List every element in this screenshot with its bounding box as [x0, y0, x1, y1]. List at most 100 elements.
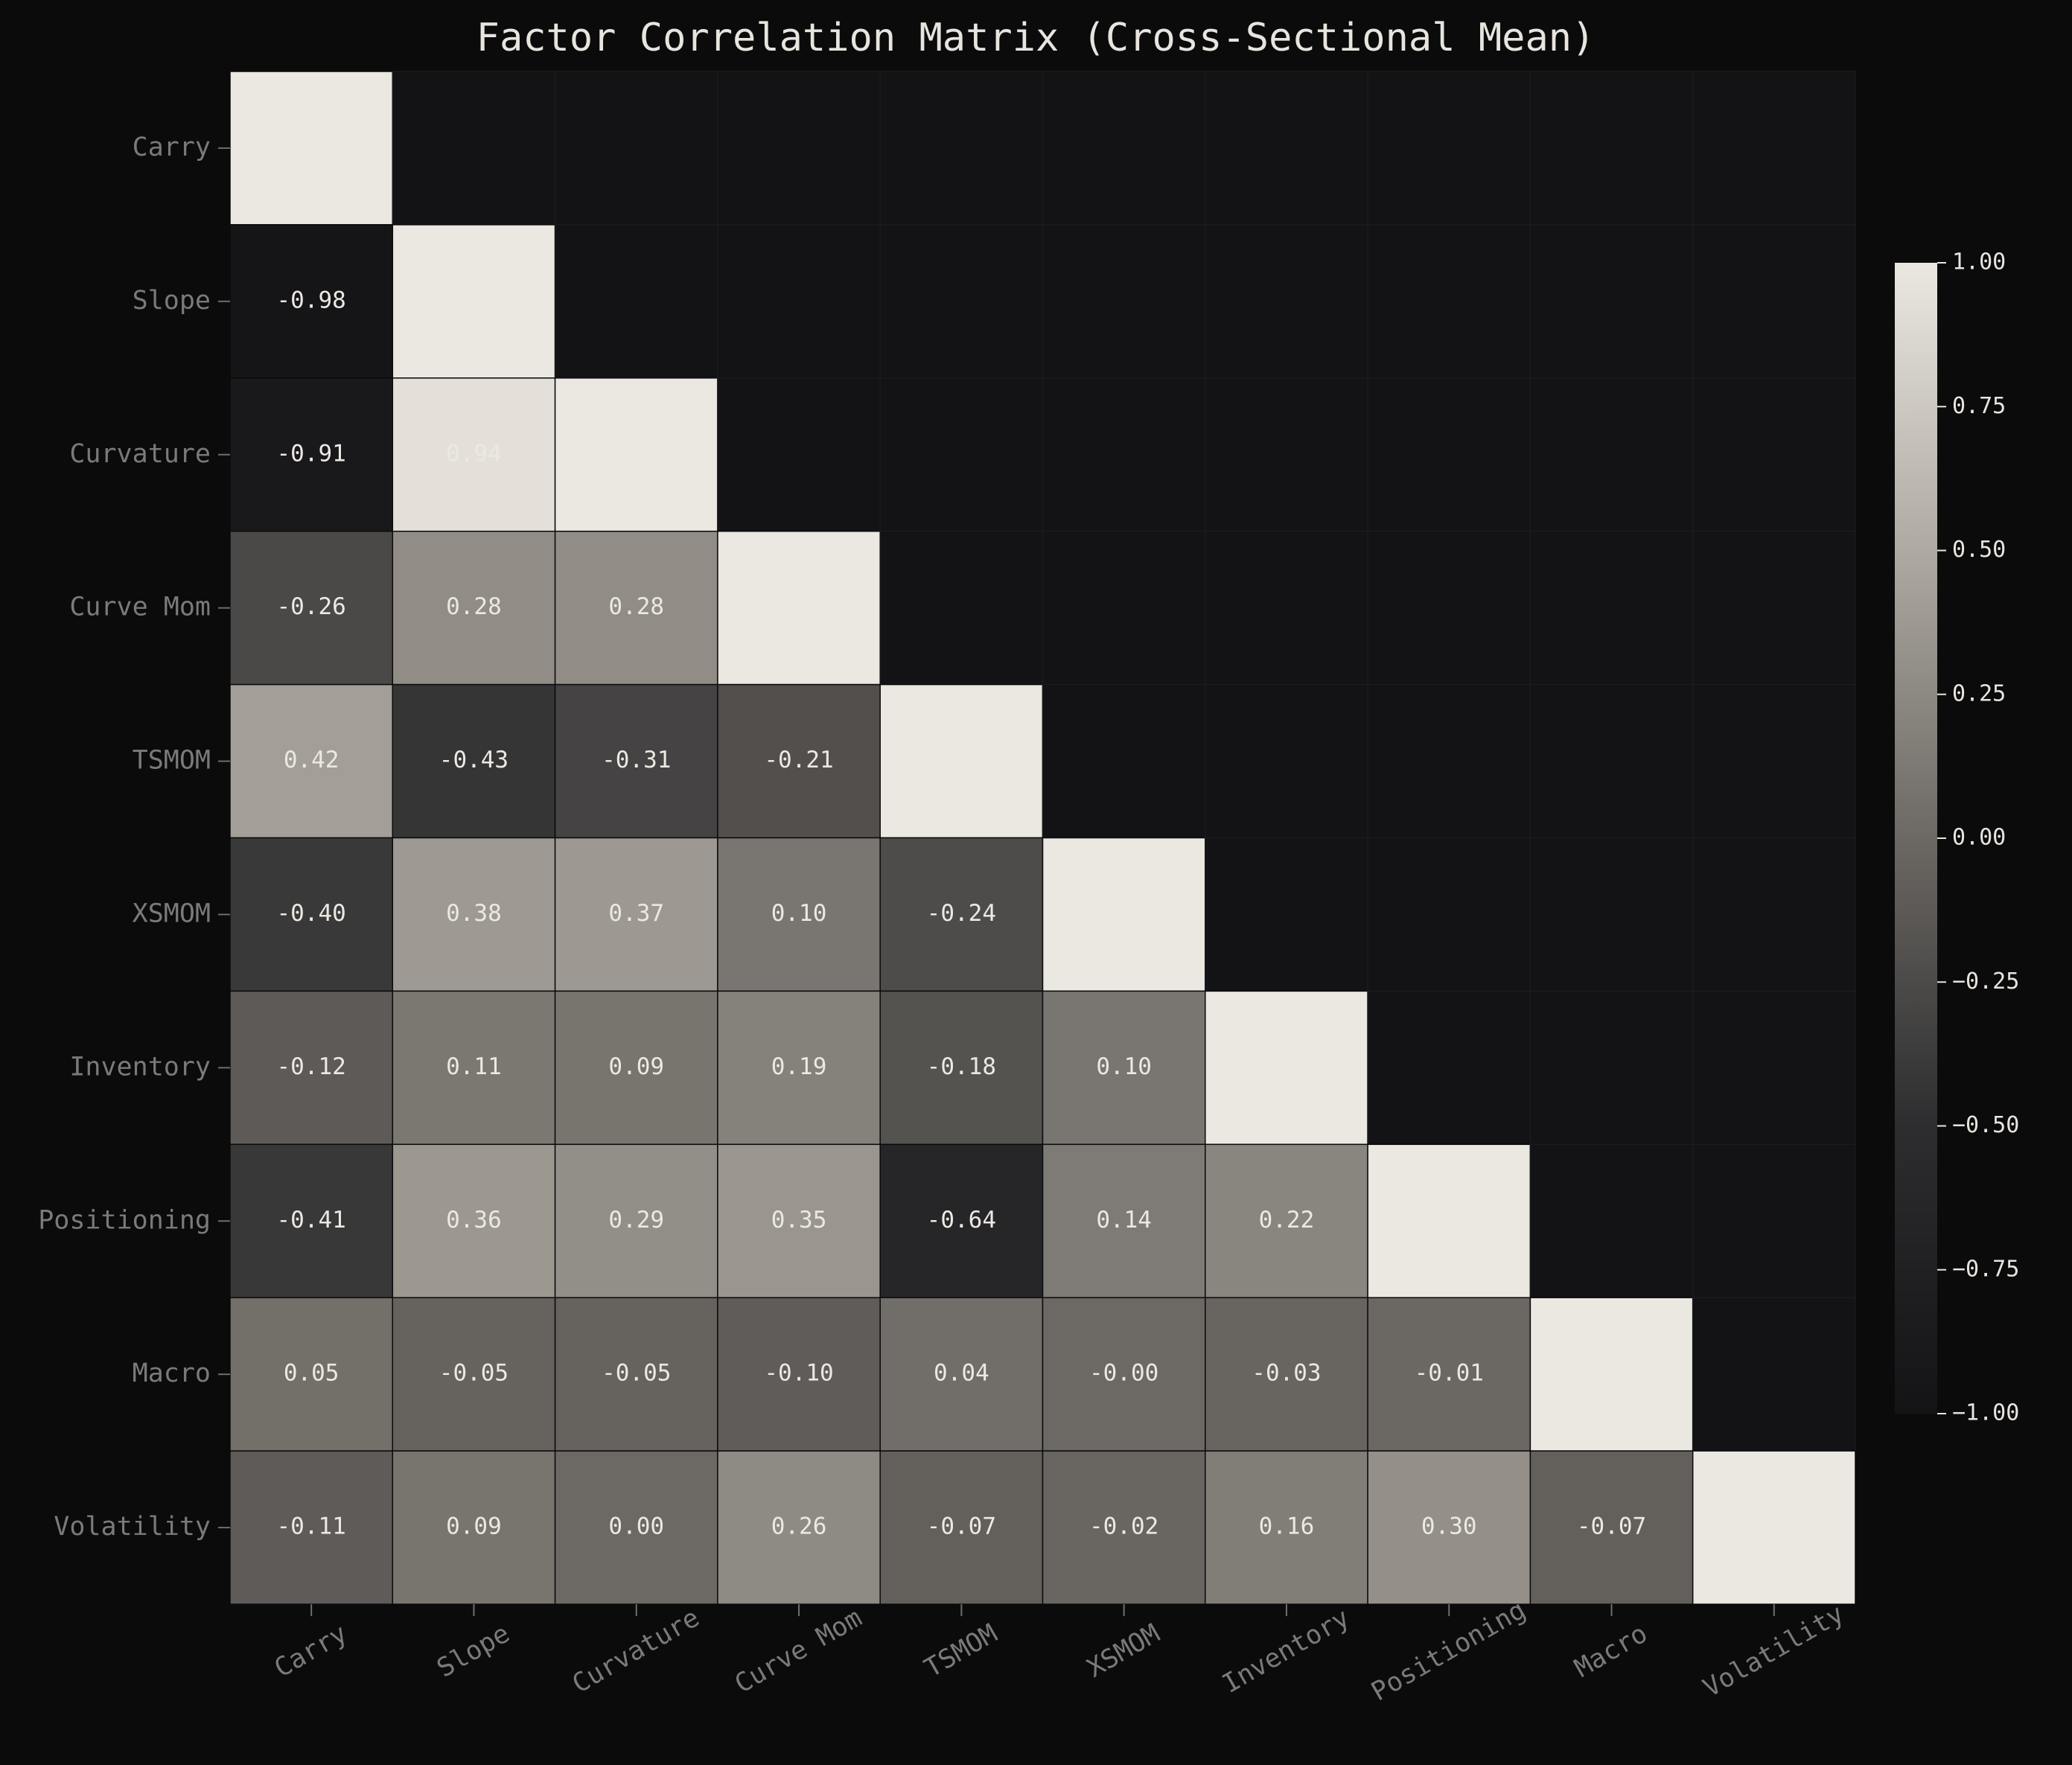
heatmap-cell	[229, 530, 394, 686]
masked-cell	[1692, 377, 1856, 532]
masked-cell	[1529, 990, 1694, 1146]
masked-cell	[392, 71, 556, 226]
heatmap-cell	[392, 683, 556, 839]
heatmap-cell	[392, 377, 556, 532]
y-tick-label: Curve Mom	[69, 593, 211, 622]
cell-label: 0.16	[1259, 1513, 1315, 1540]
colorbar	[1895, 263, 1937, 1414]
heatmap-cell	[554, 377, 718, 532]
heatmap-cell	[1529, 1450, 1694, 1605]
masked-cell	[1529, 530, 1694, 686]
masked-cell	[717, 71, 881, 226]
masked-cell	[717, 377, 881, 532]
cell-label: -0.43	[439, 747, 509, 773]
heatmap-cell	[1042, 1450, 1206, 1605]
cell-label: 0.35	[771, 1207, 827, 1233]
heatmap-cell	[1042, 990, 1206, 1146]
heatmap-cell	[392, 224, 556, 379]
colorbar-tick-label: −0.50	[1952, 1112, 2019, 1138]
cell-label: 0.10	[1096, 1053, 1152, 1080]
cell-label: -0.31	[602, 747, 671, 773]
masked-cell	[554, 224, 718, 379]
cell-label: -0.21	[764, 747, 833, 773]
cell-label: -0.07	[1577, 1513, 1646, 1540]
cell-label: 0.28	[608, 593, 664, 620]
heatmap-cell	[229, 377, 394, 532]
cell-label: 0.11	[446, 1053, 502, 1080]
cell-label: -0.98	[276, 287, 345, 313]
masked-cell	[1692, 1297, 1856, 1452]
masked-cell	[1042, 71, 1206, 226]
heatmap-cell	[229, 224, 394, 379]
masked-cell	[1692, 837, 1856, 992]
cell-label: 0.30	[1421, 1513, 1477, 1540]
y-tick-label: XSMOM	[133, 899, 211, 928]
cell-label: 0.04	[934, 1360, 989, 1387]
y-tick-label: Macro	[133, 1359, 211, 1388]
heatmap-cell	[1529, 1297, 1694, 1452]
colorbar-tick-label: −0.25	[1952, 968, 2019, 995]
heatmap-cell	[1367, 1450, 1531, 1605]
masked-cell	[1529, 71, 1694, 226]
heatmap-cell	[1367, 1297, 1531, 1452]
heatmap-cell	[554, 1450, 718, 1605]
cell-label: -0.41	[276, 1207, 345, 1233]
masked-cell	[1367, 837, 1531, 992]
cell-label: -0.01	[1415, 1360, 1484, 1387]
colorbar-tick-label: 1.00	[1952, 249, 2006, 275]
cell-label: 0.36	[446, 1207, 502, 1233]
masked-cell	[1529, 377, 1694, 532]
heatmap-cell	[392, 990, 556, 1146]
heatmap-cell	[717, 837, 881, 992]
masked-cell	[1529, 683, 1694, 839]
cell-label: 0.28	[446, 593, 502, 620]
masked-cell	[879, 530, 1044, 686]
cell-label: -0.91	[276, 440, 345, 467]
cell-label: 0.05	[284, 1360, 340, 1387]
cell-label: 0.94	[446, 440, 502, 467]
heatmap-cell	[1367, 1143, 1531, 1298]
masked-cell	[1042, 377, 1206, 532]
heatmap-cell	[717, 530, 881, 686]
cell-label: 0.37	[608, 900, 664, 927]
heatmap-cell	[229, 990, 394, 1146]
heatmap-cell	[554, 1143, 718, 1298]
masked-cell	[1042, 530, 1206, 686]
y-tick-label: Curvature	[69, 439, 211, 469]
heatmap-cell	[554, 837, 718, 992]
colorbar-tick-label: 0.25	[1952, 680, 2006, 706]
heatmap-cell	[879, 1143, 1044, 1298]
masked-cell	[1367, 377, 1531, 532]
cell-label: 0.38	[446, 900, 502, 927]
masked-cell	[1692, 683, 1856, 839]
masked-cell	[1205, 224, 1368, 379]
masked-cell	[717, 224, 881, 379]
heatmap-cell	[717, 683, 881, 839]
masked-cell	[1692, 990, 1856, 1146]
cell-label: 0.09	[446, 1513, 502, 1540]
heatmap-cell	[1692, 1450, 1856, 1605]
y-tick-label: Volatility	[54, 1512, 211, 1542]
cell-label: -0.40	[276, 900, 345, 927]
masked-cell	[1367, 71, 1531, 226]
masked-cell	[1367, 683, 1531, 839]
cell-label: -0.00	[1089, 1360, 1158, 1387]
colorbar-tick-label: 0.75	[1952, 393, 2006, 419]
heatmap-cell	[879, 1297, 1044, 1452]
cell-label: 0.29	[608, 1207, 664, 1233]
cell-label: -0.12	[276, 1053, 345, 1080]
heatmap-cell	[392, 1297, 556, 1452]
cell-label: 0.09	[608, 1053, 664, 1080]
y-tick-label: Inventory	[69, 1052, 211, 1082]
heatmap-cell	[1205, 990, 1368, 1146]
heatmap-cell	[717, 990, 881, 1146]
masked-cell	[1529, 1143, 1694, 1298]
masked-cell	[1205, 377, 1368, 532]
heatmap-cell	[554, 990, 718, 1146]
cell-label: -0.18	[927, 1053, 996, 1080]
masked-cell	[1692, 1143, 1856, 1298]
masked-cell	[1205, 71, 1368, 226]
heatmap-cell	[392, 1143, 556, 1298]
cell-label: -0.10	[764, 1360, 833, 1387]
y-tick-label: TSMOM	[133, 746, 211, 776]
